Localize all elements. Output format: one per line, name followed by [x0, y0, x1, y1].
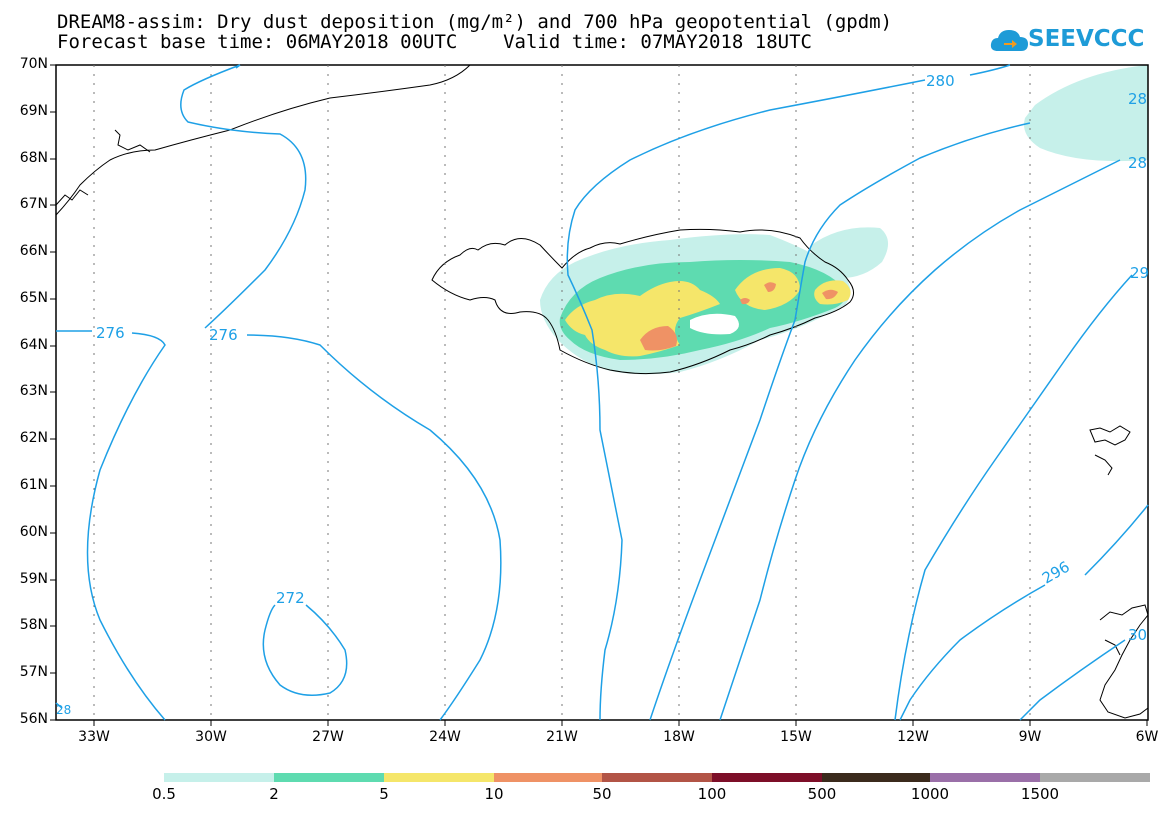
colorbar-label: 2: [269, 785, 279, 803]
lat-label: 59N: [19, 571, 48, 587]
lon-label: 18W: [663, 729, 695, 745]
lat-label: 64N: [19, 337, 48, 353]
colorbar-label: 1500: [1020, 785, 1060, 803]
lon-label: 21W: [546, 729, 578, 745]
dust-deposition-shading: [540, 65, 1148, 375]
lon-label: 27W: [312, 729, 344, 745]
colorbar-label: 5: [379, 785, 389, 803]
lon-label: 15W: [780, 729, 812, 745]
lat-label: 61N: [19, 477, 48, 493]
colorbar-swatch: [602, 773, 712, 782]
graticule: [93, 65, 1031, 720]
lat-label: 57N: [19, 664, 48, 680]
contour-label: 276: [209, 326, 238, 344]
contour-label: 276: [96, 324, 125, 342]
contour-label: 28: [1128, 154, 1147, 172]
lat-label: 63N: [19, 383, 48, 399]
seevccc-logo: SEEVCCC: [990, 22, 1170, 58]
lat-label: 56N: [19, 711, 48, 727]
lon-label: 24W: [429, 729, 461, 745]
lat-label: 62N: [19, 430, 48, 446]
lat-label: 69N: [19, 103, 48, 119]
geopotential-contours: [55, 64, 1149, 721]
lat-label: 68N: [19, 150, 48, 166]
colorbar-swatch: [1040, 773, 1150, 782]
colorbar-label: 10: [484, 785, 504, 803]
colorbar-label: 0.5: [152, 785, 176, 803]
coastlines: [55, 64, 1149, 719]
lat-label: 66N: [19, 243, 48, 259]
contour-labels: 276 276 272 280 28 28 29 296 30 28: [56, 72, 1149, 717]
lat-label: 58N: [19, 617, 48, 633]
contour-label: 28: [56, 703, 71, 717]
colorbar-swatch: [930, 773, 1040, 782]
contour-label: 29: [1130, 264, 1149, 282]
logo-text: SEEVCCC: [1028, 26, 1145, 52]
colorbar-label: 500: [807, 785, 837, 803]
lon-label: 30W: [195, 729, 227, 745]
colorbar-label: 100: [697, 785, 727, 803]
lon-label: 9W: [1018, 729, 1042, 745]
colorbar-swatch: [274, 773, 384, 782]
lat-label: 65N: [19, 290, 48, 306]
colorbar-label: 50: [592, 785, 612, 803]
contour-label: 280: [926, 72, 955, 90]
lat-label: 60N: [19, 524, 48, 540]
lat-label: 67N: [19, 196, 48, 212]
lon-label: 6W: [1135, 729, 1159, 745]
axis-ticks: [50, 64, 1148, 726]
lat-label: 70N: [19, 56, 48, 72]
cloud-icon: [990, 30, 1028, 51]
lon-label: 33W: [78, 729, 110, 745]
map-subtitle-times: Forecast base time: 06MAY2018 00UTC Vali…: [57, 31, 812, 53]
lon-label: 12W: [897, 729, 929, 745]
map-title: DREAM8-assim: Dry dust deposition (mg/m²…: [57, 11, 893, 33]
colorbar-label: 1000: [910, 785, 950, 803]
colorbar-swatch: [384, 773, 494, 782]
colorbar-swatch: [164, 773, 274, 782]
contour-label: 28: [1128, 90, 1147, 108]
contour-label: 30: [1128, 626, 1147, 644]
colorbar-swatch: [494, 773, 602, 782]
colorbar-swatch: [822, 773, 930, 782]
contour-label: 272: [276, 589, 305, 607]
colorbar-swatch: [712, 773, 822, 782]
contour-label: 296: [1039, 558, 1073, 588]
